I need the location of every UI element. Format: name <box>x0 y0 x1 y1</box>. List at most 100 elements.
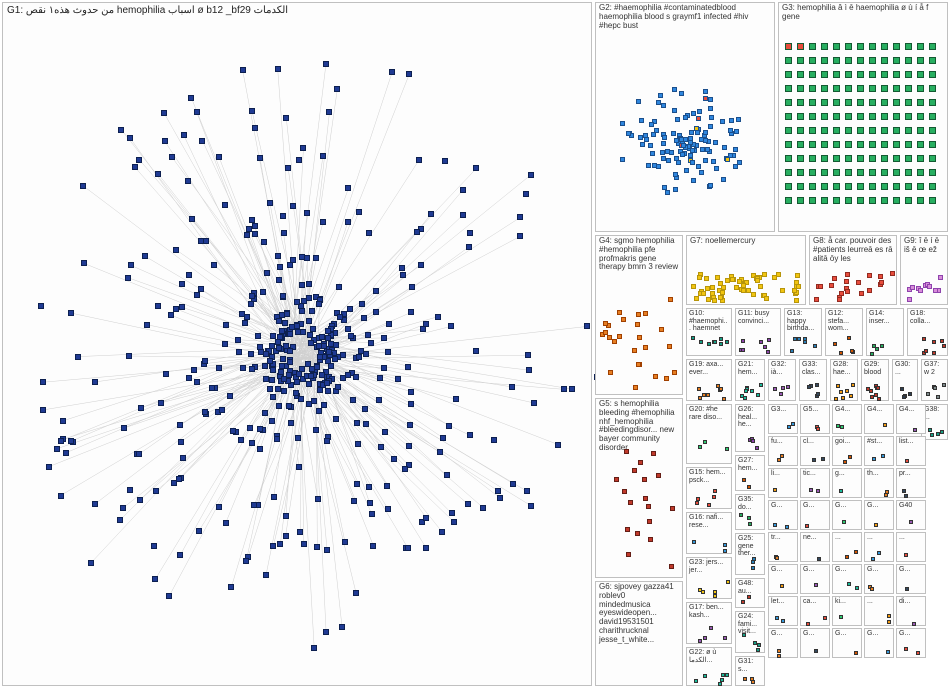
network-node <box>68 310 74 316</box>
group-panel-g24: G24: fami... visit... <box>735 611 765 653</box>
group-title: G24: fami... visit... <box>736 612 764 637</box>
network-node <box>702 393 706 397</box>
network-node <box>893 57 900 64</box>
network-node <box>252 231 258 237</box>
network-node <box>881 197 888 204</box>
network-node <box>307 332 313 338</box>
network-node <box>713 140 718 145</box>
network-node <box>326 109 332 115</box>
network-node <box>706 393 710 397</box>
network-node <box>323 629 329 635</box>
network-node <box>874 523 878 527</box>
network-node <box>913 428 917 432</box>
network-node <box>794 280 799 285</box>
network-node <box>660 150 665 155</box>
network-node <box>890 271 895 276</box>
network-node <box>137 497 143 503</box>
network-node <box>791 422 795 426</box>
network-node <box>869 197 876 204</box>
network-node <box>905 85 912 92</box>
group-title: G15: hem... psck... <box>687 468 731 485</box>
network-node <box>785 197 792 204</box>
network-node <box>173 247 179 253</box>
network-node <box>351 498 357 504</box>
network-node <box>345 219 351 225</box>
network-node <box>315 496 321 502</box>
network-node <box>932 351 936 355</box>
network-node <box>316 408 322 414</box>
network-node <box>905 57 912 64</box>
network-node <box>439 529 445 535</box>
network-node <box>809 85 816 92</box>
group-title: ki... <box>833 597 861 607</box>
network-node <box>833 141 840 148</box>
network-node <box>691 111 696 116</box>
network-node <box>781 619 785 623</box>
network-node <box>701 590 705 594</box>
network-node <box>867 288 872 293</box>
network-node <box>785 113 792 120</box>
network-node <box>809 43 816 50</box>
network-node <box>263 351 269 357</box>
group-panel-gx: G... <box>864 564 894 594</box>
network-node <box>448 323 454 329</box>
network-node <box>473 165 479 171</box>
network-node <box>290 203 296 209</box>
group-panel-gx: ne... <box>800 532 830 562</box>
network-node <box>260 289 266 295</box>
network-node <box>584 323 590 329</box>
network-node <box>797 141 804 148</box>
network-node <box>635 531 640 536</box>
network-node <box>886 650 890 654</box>
network-node <box>932 340 936 344</box>
network-node <box>752 557 756 561</box>
network-node <box>656 473 661 478</box>
network-node <box>703 138 708 143</box>
network-node <box>294 299 300 305</box>
network-node <box>669 564 674 569</box>
network-node <box>875 347 879 351</box>
network-node <box>276 277 282 283</box>
network-node <box>495 488 501 494</box>
network-node <box>306 295 312 301</box>
network-node <box>809 141 816 148</box>
network-node <box>198 286 204 292</box>
network-node <box>720 119 725 124</box>
network-node <box>790 349 794 353</box>
network-node <box>304 255 310 261</box>
network-node <box>893 43 900 50</box>
network-node <box>726 580 730 584</box>
network-node <box>814 583 818 587</box>
network-node <box>708 124 713 129</box>
network-node <box>773 387 777 391</box>
network-node <box>821 197 828 204</box>
network-node <box>814 297 819 302</box>
network-node <box>120 505 126 511</box>
network-node <box>288 420 294 426</box>
network-node <box>718 295 723 300</box>
network-node <box>845 57 852 64</box>
network-node <box>809 71 816 78</box>
network-node <box>92 501 98 507</box>
network-node <box>905 71 912 78</box>
network-node <box>707 342 711 346</box>
network-node <box>870 395 874 399</box>
network-node <box>797 43 804 50</box>
network-node <box>707 503 711 507</box>
network-node <box>859 291 864 296</box>
group-title: G5: s hemophilia bleeding #hemophilia nh… <box>596 399 682 454</box>
network-node <box>845 272 850 277</box>
network-node <box>283 513 289 519</box>
network-node <box>151 543 157 549</box>
network-node <box>382 429 388 435</box>
network-node <box>857 141 864 148</box>
network-node <box>930 433 934 437</box>
network-node <box>690 148 695 153</box>
network-node <box>694 126 699 131</box>
network-node <box>708 106 713 111</box>
network-node <box>688 153 693 158</box>
network-node <box>651 132 656 137</box>
network-node <box>186 272 192 278</box>
network-node <box>839 615 843 619</box>
network-node <box>832 276 837 281</box>
